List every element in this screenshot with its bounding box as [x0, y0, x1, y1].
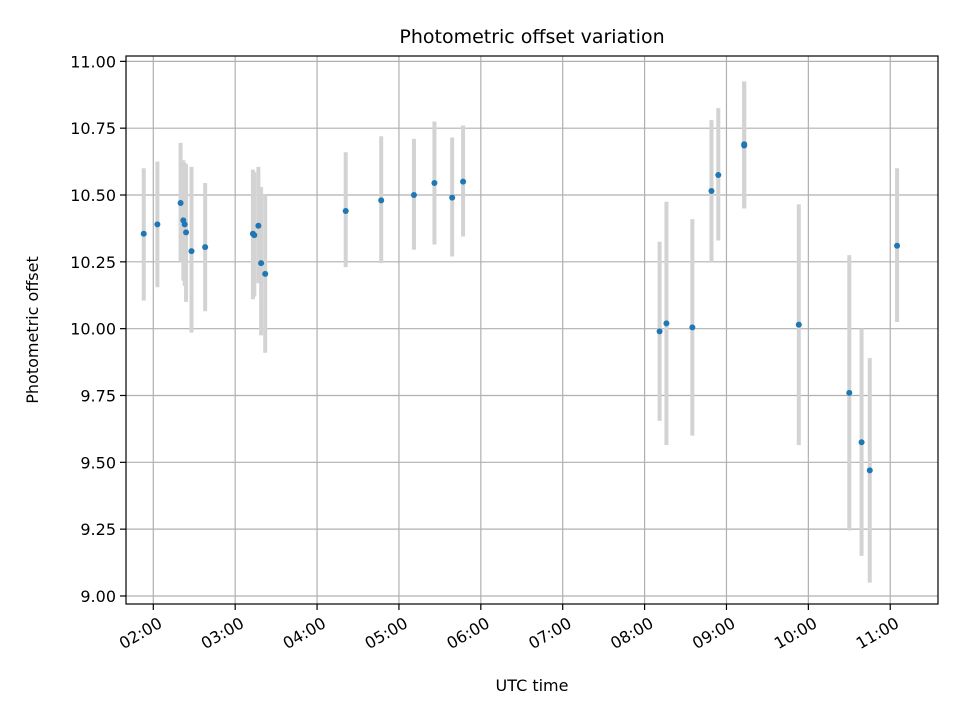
y-tick-label: 10.25 — [70, 253, 116, 272]
y-tick-label: 11.00 — [70, 52, 116, 71]
data-point — [663, 320, 670, 327]
data-point — [410, 192, 417, 199]
data-point — [846, 389, 853, 396]
y-tick-label: 9.00 — [80, 587, 116, 606]
y-tick-label: 9.25 — [80, 520, 116, 539]
data-point — [262, 270, 269, 277]
data-point — [689, 324, 696, 331]
data-point — [342, 208, 349, 215]
data-point — [183, 229, 190, 236]
data-point — [251, 232, 258, 239]
data-points — [140, 141, 901, 474]
data-point — [656, 328, 663, 335]
data-point — [858, 439, 865, 446]
data-point — [188, 248, 195, 255]
data-point — [177, 200, 184, 207]
data-point — [258, 260, 265, 267]
y-tick-label: 10.50 — [70, 186, 116, 205]
data-point — [154, 221, 161, 228]
plot-frame — [125, 55, 939, 605]
data-point — [866, 467, 873, 474]
chart-title: Photometric offset variation — [399, 26, 664, 48]
y-axis: 9.00 9.25 9.50 9.75 10.00 10.25 10.50 10.75 11.0… — [70, 52, 126, 606]
y-tick-label: 9.50 — [80, 453, 116, 472]
data-point — [449, 194, 456, 201]
data-point — [795, 321, 802, 328]
data-point — [181, 221, 188, 228]
data-point — [202, 244, 209, 251]
x-axis-label: UTC time — [496, 676, 569, 695]
y-tick-label: 10.75 — [70, 119, 116, 138]
data-point — [460, 178, 467, 185]
data-point — [378, 197, 385, 204]
y-tick-label: 10.00 — [70, 320, 116, 339]
data-point — [715, 171, 722, 178]
data-point — [741, 141, 748, 148]
y-tick-label: 9.75 — [80, 386, 116, 405]
data-point — [708, 187, 715, 194]
data-point — [255, 222, 262, 229]
y-axis-label: Photometric offset — [23, 256, 42, 404]
data-point — [431, 179, 438, 186]
data-point — [894, 242, 901, 249]
data-point — [140, 230, 147, 237]
